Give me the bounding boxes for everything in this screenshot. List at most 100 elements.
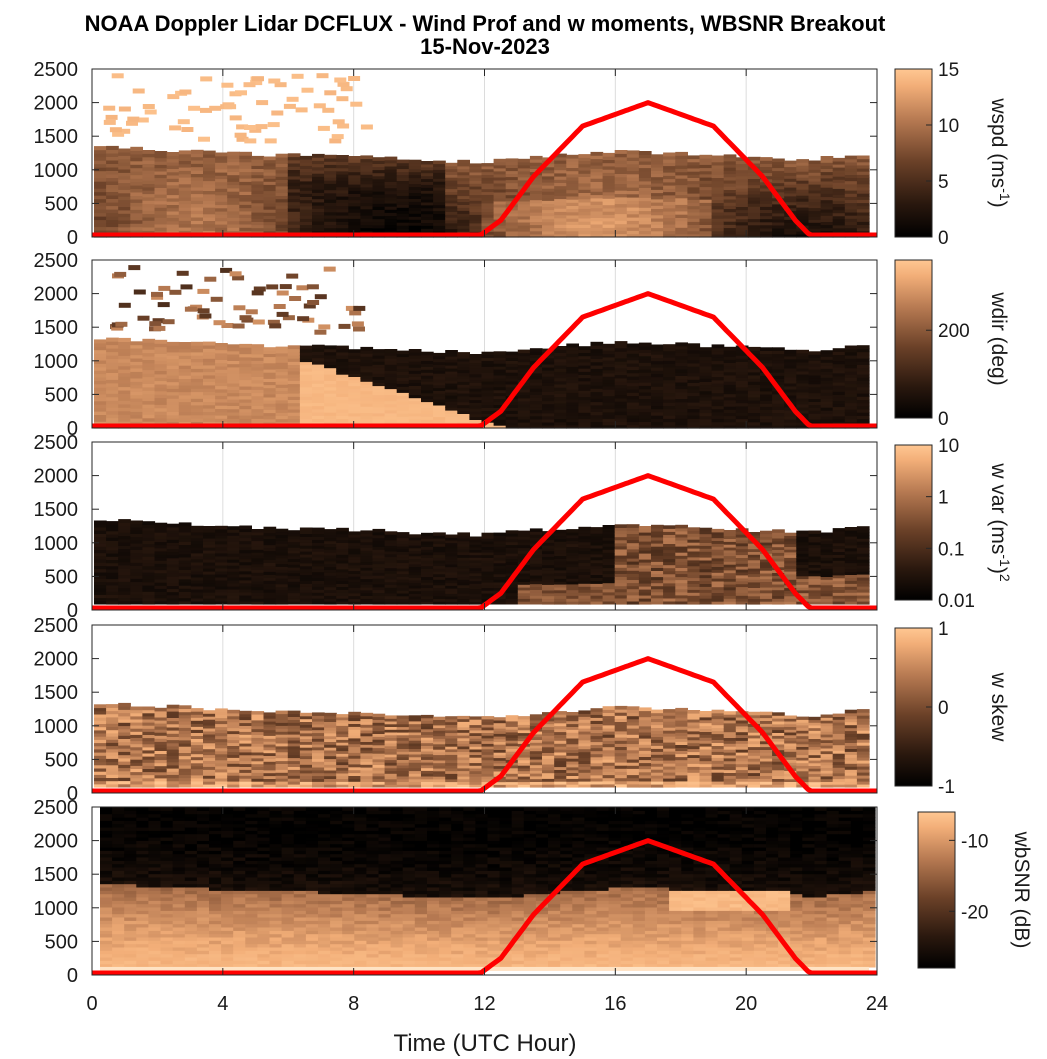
heatmap-cell xyxy=(106,581,119,586)
heatmap-cell xyxy=(493,395,507,400)
heatmap-cell xyxy=(178,371,192,376)
heatmap-cell xyxy=(529,369,543,374)
heatmap-cell xyxy=(421,565,434,569)
heatmap-cell xyxy=(336,557,349,561)
heatmap-cell xyxy=(663,214,676,219)
heatmap-cell xyxy=(348,388,361,393)
heatmap-cell xyxy=(178,522,192,527)
heatmap-cell xyxy=(263,577,277,581)
heatmap-cell xyxy=(699,369,713,373)
heatmap-cell xyxy=(166,217,180,222)
heatmap-cell xyxy=(711,392,725,397)
heatmap-cell xyxy=(542,567,555,571)
heatmap-cell xyxy=(856,351,870,356)
heatmap-cell xyxy=(324,195,337,200)
heatmap-cell xyxy=(638,421,652,426)
heatmap-cell xyxy=(493,598,507,602)
heatmap-cell xyxy=(614,364,628,369)
heatmap-cell xyxy=(372,537,386,542)
heatmap-cell xyxy=(324,377,337,381)
heatmap-cell xyxy=(723,421,737,426)
heatmap-cell xyxy=(554,409,567,413)
heatmap-cell xyxy=(421,595,434,599)
heatmap-cell xyxy=(687,415,701,419)
heatmap-cell xyxy=(271,110,284,116)
heatmap-cell xyxy=(445,386,458,390)
heatmap-cell xyxy=(735,589,749,593)
heatmap-cell xyxy=(457,355,470,359)
heatmap-cell xyxy=(372,543,386,547)
heatmap-cell xyxy=(578,412,592,416)
heatmap-cell xyxy=(554,529,567,534)
heatmap-cell xyxy=(396,534,410,539)
heatmap-cell xyxy=(832,173,846,177)
heatmap-cell xyxy=(469,180,483,184)
heatmap-cell xyxy=(614,223,628,228)
heatmap-cell xyxy=(151,291,163,297)
heatmap-cell xyxy=(602,421,616,426)
heatmap-cell xyxy=(844,396,858,401)
heatmap-cell xyxy=(348,190,361,194)
heatmap-cell xyxy=(699,548,713,552)
heatmap-cell xyxy=(651,411,664,416)
heatmap-cell xyxy=(566,346,579,351)
heatmap-cell xyxy=(517,234,531,238)
heatmap-cell xyxy=(130,584,143,589)
heatmap-cell xyxy=(663,537,676,541)
heatmap-cell xyxy=(287,555,301,560)
heatmap-cell xyxy=(166,548,180,553)
heatmap-cell xyxy=(275,356,289,360)
heatmap-cell xyxy=(190,555,204,560)
heatmap-cell xyxy=(244,125,257,130)
heatmap-cell xyxy=(578,577,592,581)
heatmap-cell xyxy=(711,598,725,602)
heatmap-cell xyxy=(299,402,313,407)
heatmap-cell xyxy=(723,221,737,225)
heatmap-cell xyxy=(747,587,761,591)
heatmap-cell xyxy=(554,415,567,420)
heatmap-cell xyxy=(517,194,531,199)
heatmap-cell xyxy=(154,151,168,155)
heatmap-cell xyxy=(663,591,676,596)
heatmap-cell xyxy=(626,350,640,354)
heatmap-cell xyxy=(856,364,870,369)
heatmap-cell xyxy=(675,165,688,169)
heatmap-cell xyxy=(699,192,713,197)
heatmap-cell xyxy=(578,157,592,162)
heatmap-cell xyxy=(614,344,628,349)
heatmap-cell xyxy=(348,193,361,198)
heatmap-cell xyxy=(723,598,737,602)
heatmap-cell xyxy=(324,601,337,605)
colorbar-tick-label: 0 xyxy=(938,409,949,430)
heatmap-cell xyxy=(421,378,434,382)
heatmap-cell xyxy=(118,348,131,353)
heatmap-cell xyxy=(299,196,313,201)
heatmap-cell xyxy=(421,204,434,209)
heatmap-cell xyxy=(106,212,119,217)
heatmap-cell xyxy=(154,223,168,228)
heatmap-cell xyxy=(517,367,531,372)
heatmap-cell xyxy=(699,565,713,570)
heatmap-cell xyxy=(711,537,725,541)
heatmap-cell xyxy=(772,203,785,208)
heatmap-cell xyxy=(493,389,507,394)
heatmap-cell xyxy=(663,366,676,371)
heatmap-cell xyxy=(602,220,616,225)
heatmap-cell xyxy=(760,166,773,170)
heatmap-cell xyxy=(542,545,555,549)
heatmap-cell xyxy=(663,597,676,602)
heatmap-cell xyxy=(227,571,240,575)
heatmap-cell xyxy=(154,390,168,395)
heatmap-cell xyxy=(94,546,107,550)
heatmap-cell xyxy=(299,390,313,394)
heatmap-cell xyxy=(215,576,228,581)
heatmap-cell xyxy=(760,215,773,220)
heatmap-cell xyxy=(602,424,616,429)
heatmap-cell xyxy=(747,212,761,216)
heatmap-cell xyxy=(106,562,119,567)
heatmap-cell xyxy=(213,320,226,326)
heatmap-cell xyxy=(675,570,688,575)
heatmap-cell xyxy=(275,390,289,395)
heatmap-cell xyxy=(336,177,349,181)
heatmap-cell xyxy=(844,205,858,210)
